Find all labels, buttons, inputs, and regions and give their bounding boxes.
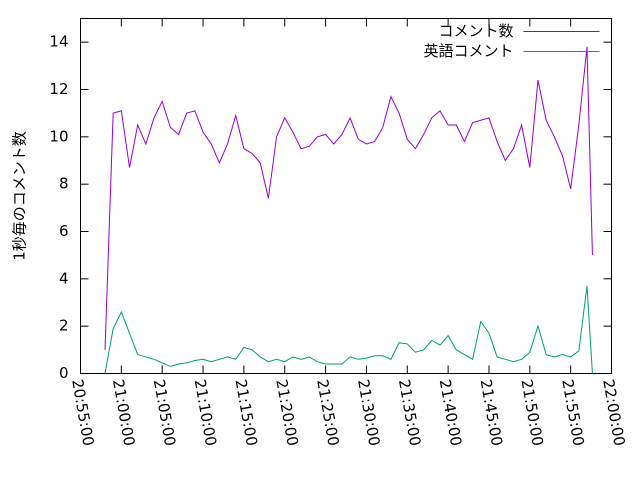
x-tick-label: 21:20:00 [272,378,301,447]
x-tick-label: 21:25:00 [313,378,342,447]
x-tick-label: 21:50:00 [517,378,546,447]
y-tick-label: 14 [49,33,68,51]
y-tick-label: 2 [59,317,69,335]
x-tick-label: 20:55:00 [68,378,97,447]
legend-label: 英語コメント [423,42,513,60]
legend-label: コメント数 [438,22,513,40]
y-tick-label: 12 [49,80,68,98]
x-tick-label: 21:05:00 [150,378,179,447]
y-tick-label: 0 [59,364,69,382]
x-tick-label: 21:10:00 [191,378,220,447]
x-tick-label: 21:45:00 [477,378,506,447]
x-tick-label: 21:55:00 [558,378,587,447]
series-line [104,46,593,350]
y-tick-label: 8 [59,175,69,193]
x-tick-label: 21:15:00 [232,378,261,447]
x-tick-label: 22:00:00 [599,378,628,447]
x-tick-label: 21:00:00 [109,378,138,447]
series-line [104,285,593,374]
y-tick-label: 10 [49,127,68,145]
y-axis-label: 1秒毎のコメント数 [11,131,29,261]
y-tick-label: 6 [59,222,69,240]
x-tick-label: 21:40:00 [436,378,465,447]
x-tick-label: 21:35:00 [395,378,424,447]
plot-border [80,18,612,374]
y-tick-label: 4 [59,269,69,287]
x-tick-label: 21:30:00 [354,378,383,447]
